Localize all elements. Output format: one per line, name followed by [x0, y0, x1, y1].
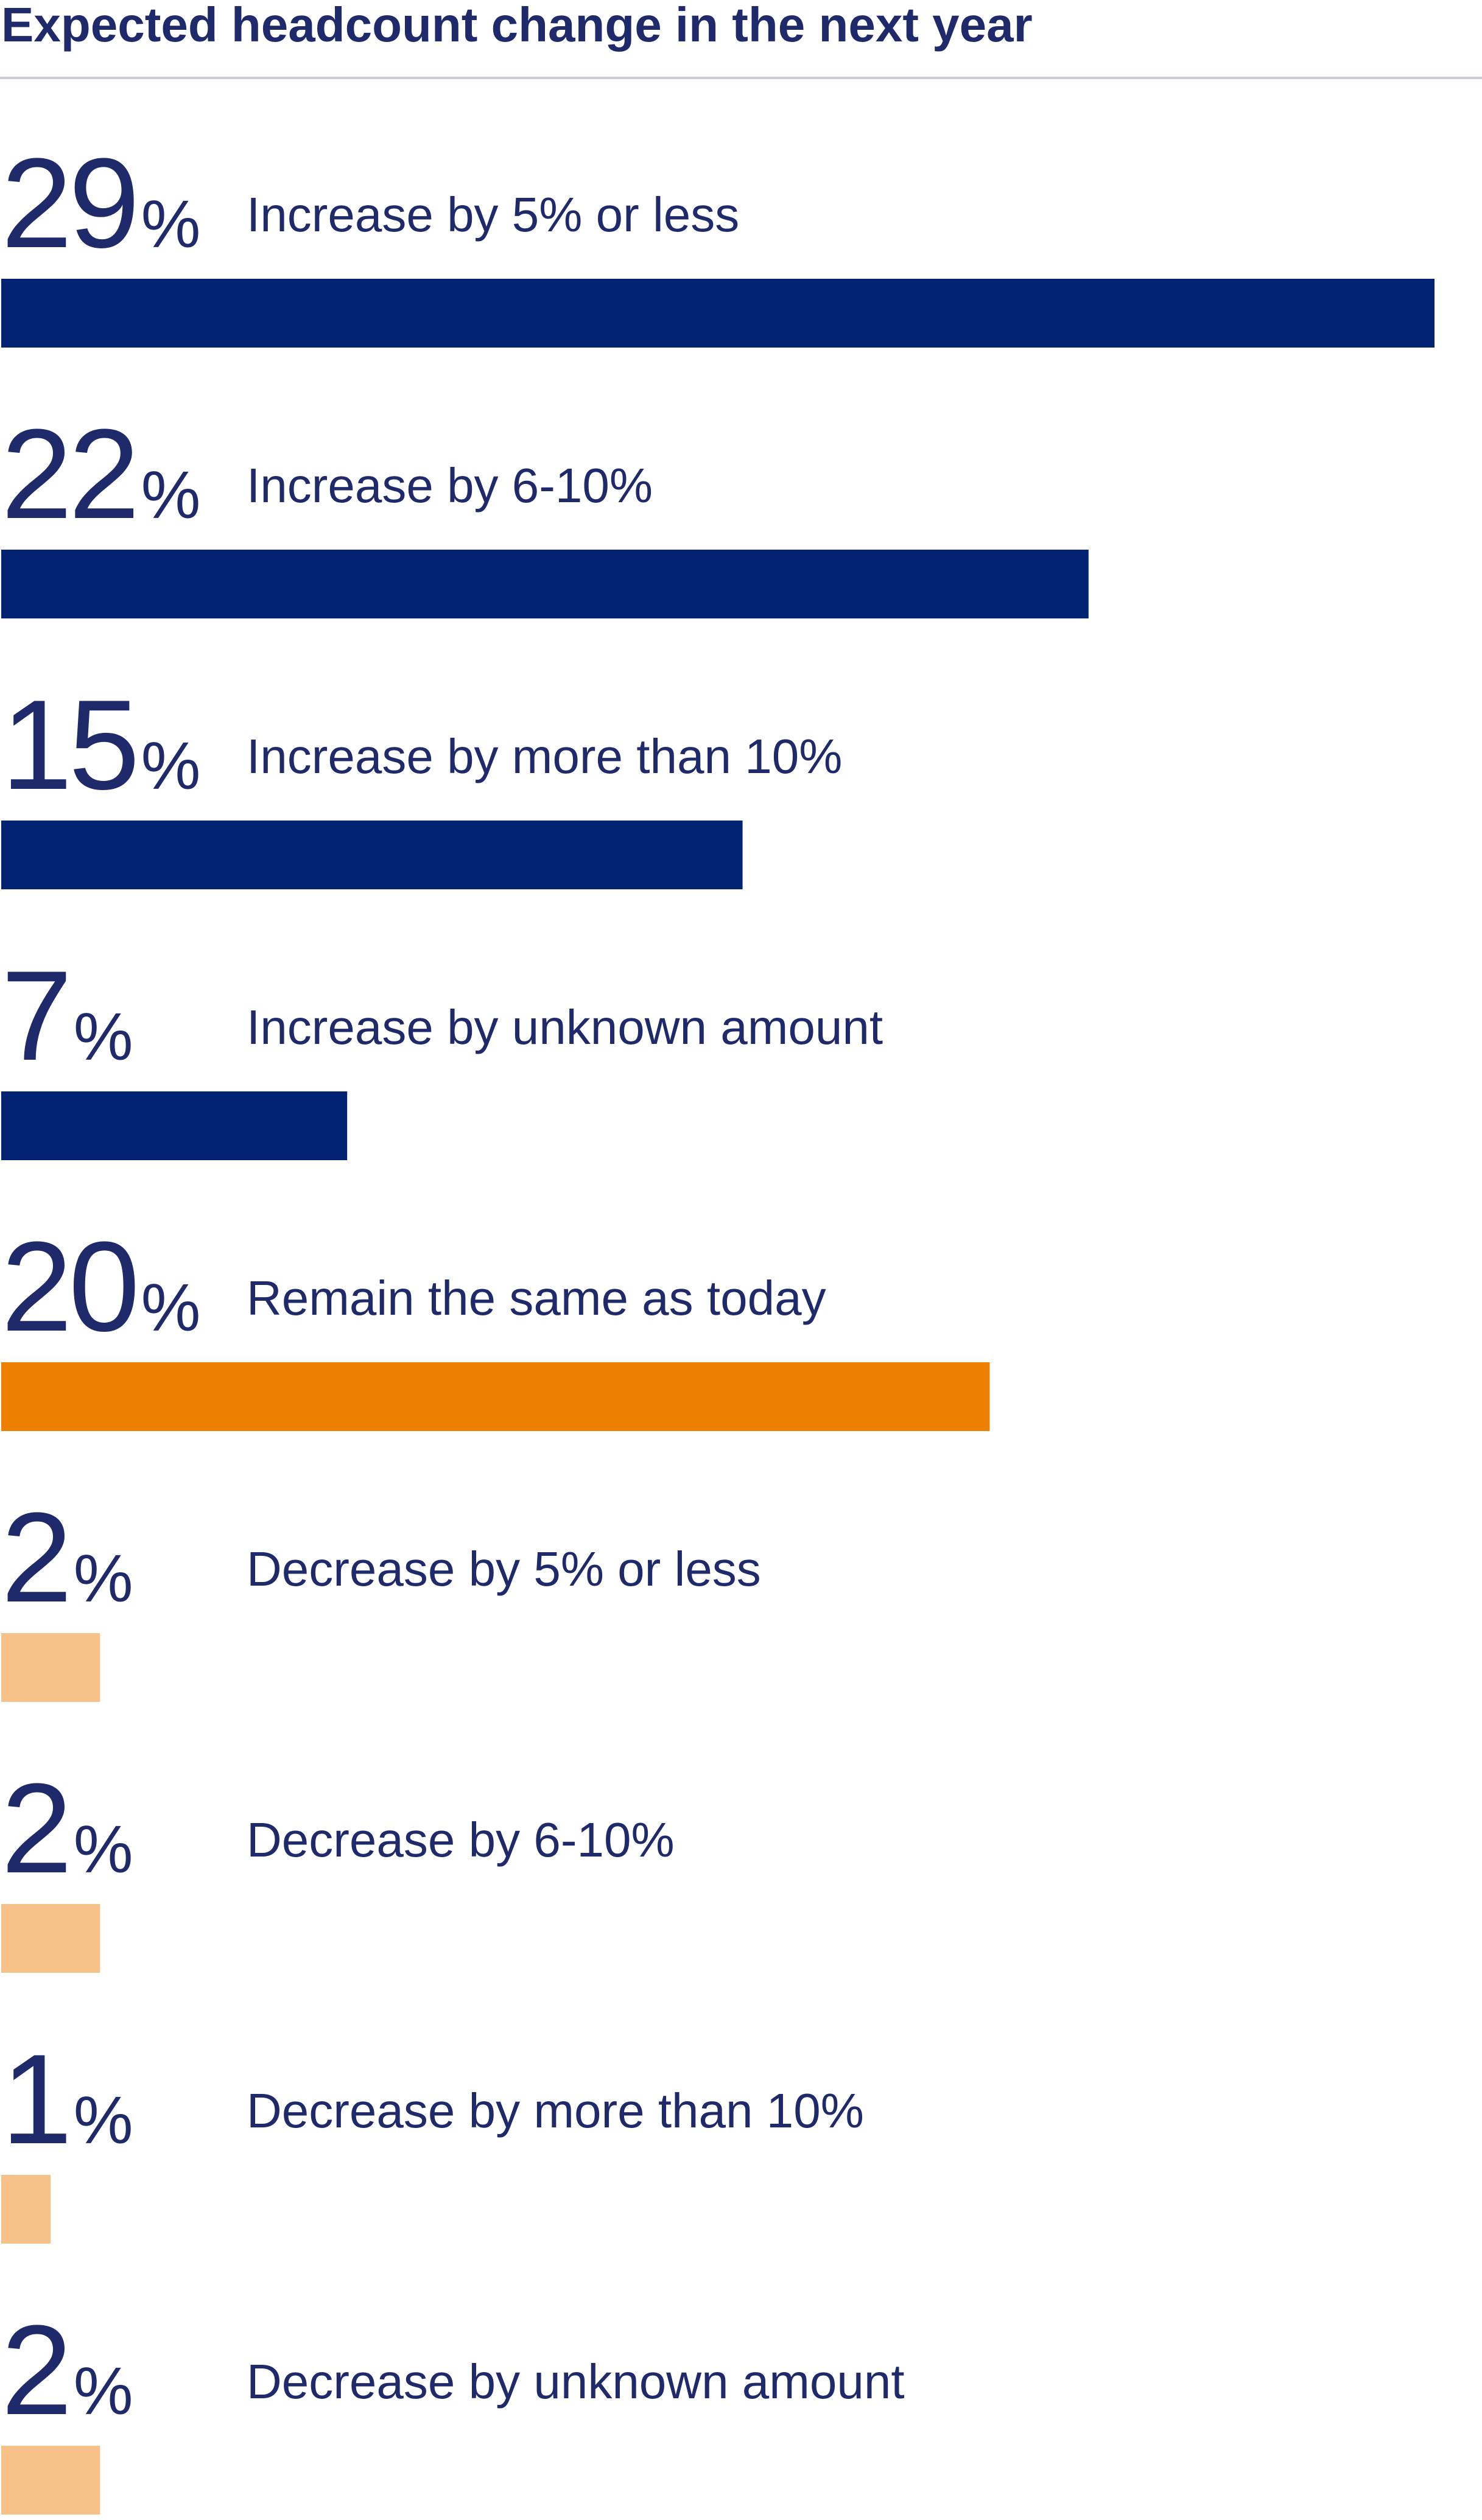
bar-row: 2% Decrease by 5% or less	[1, 1486, 761, 1702]
value-suffix: %	[74, 2083, 133, 2158]
value-suffix: %	[141, 458, 201, 533]
bar-row: 2% Decrease by unknown amount	[1, 2298, 905, 2515]
value-label: 2	[1, 1757, 69, 1900]
bar-row: 22% Increase by 6-10%	[1, 402, 1089, 618]
value-label: 29	[1, 131, 136, 275]
category-label: Decrease by more than 10%	[247, 2084, 864, 2138]
bar	[1, 279, 1435, 348]
bar-row: 1% Decrease by more than 10%	[1, 2028, 864, 2244]
category-label: Decrease by 5% or less	[247, 1542, 761, 1596]
category-label: Decrease by unknown amount	[247, 2354, 905, 2409]
bar	[1, 821, 743, 889]
category-label: Increase by 6-10%	[247, 458, 653, 513]
value-label: 1	[1, 2028, 69, 2171]
bar-row: 7% Increase by unknown amount	[1, 944, 883, 1160]
value-label: 2	[1, 2298, 69, 2441]
bar	[1, 1091, 348, 1160]
value-suffix: %	[74, 999, 133, 1074]
value-suffix: %	[74, 1812, 133, 1887]
value-suffix: %	[74, 1541, 133, 1616]
bar	[1, 1362, 990, 1431]
category-label: Remain the same as today	[247, 1271, 826, 1325]
value-suffix: %	[141, 1270, 201, 1345]
category-label: Decrease by 6-10%	[247, 1813, 675, 1867]
category-label: Increase by unknown amount	[247, 1000, 883, 1054]
value-suffix: %	[74, 2354, 133, 2429]
bar-row: 20% Remain the same as today	[1, 1215, 990, 1431]
value-label: 15	[1, 673, 136, 816]
value-suffix: %	[141, 187, 201, 262]
value-label: 7	[1, 944, 69, 1087]
bar	[1, 2175, 51, 2244]
bar-row: 2% Decrease by 6-10%	[1, 1757, 675, 1973]
chart-title: Expected headcount change in the next ye…	[1, 0, 1033, 52]
value-label: 2	[1, 1486, 69, 1629]
bar	[1, 2446, 100, 2515]
value-label: 22	[1, 402, 136, 545]
category-label: Increase by 5% or less	[247, 187, 739, 242]
category-label: Increase by more than 10%	[247, 729, 842, 783]
bar-row: 29% Increase by 5% or less	[1, 131, 1435, 348]
value-suffix: %	[141, 729, 201, 803]
value-label: 20	[1, 1215, 136, 1358]
bar	[1, 1904, 100, 1973]
bar-row: 15% Increase by more than 10%	[1, 673, 842, 889]
bar	[1, 550, 1089, 618]
bar	[1, 1633, 100, 1702]
